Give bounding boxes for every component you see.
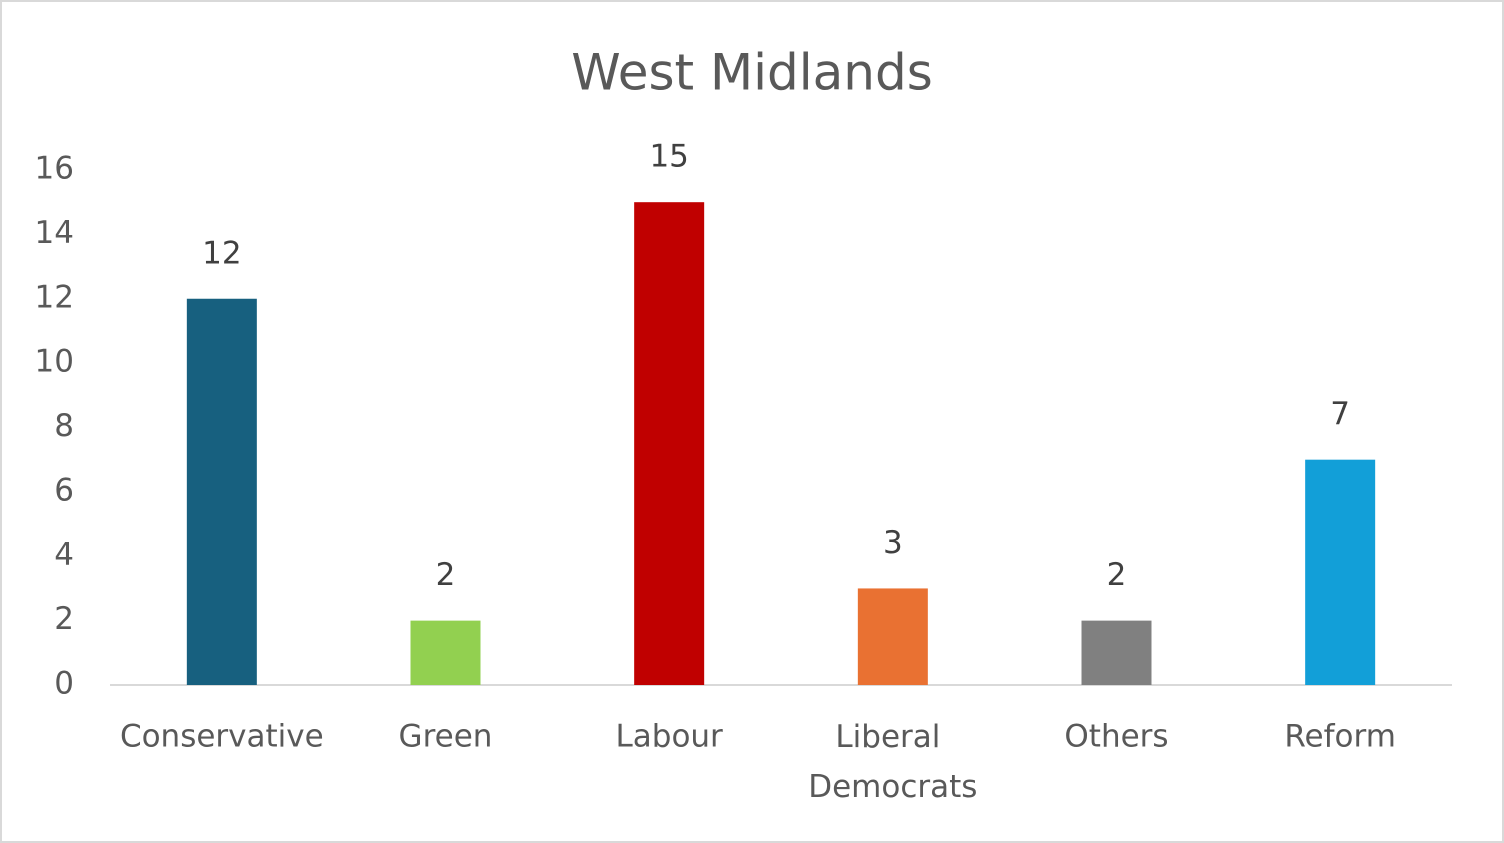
x-tick-label: Conservative [120,719,324,755]
y-tick-label: 10 [35,344,74,380]
x-tick-label: Liberal Democrats [808,719,977,805]
data-label: 15 [649,139,688,175]
data-label: 12 [202,235,241,271]
x-tick-label: Green [399,719,493,755]
bar [634,202,705,685]
data-label: 2 [1107,557,1127,593]
bar [410,620,481,685]
y-tick-label: 8 [54,408,74,444]
y-tick-label: 16 [35,151,74,187]
y-tick-label: 0 [54,666,74,702]
data-label: 3 [883,525,903,561]
y-tick-label: 4 [54,537,74,573]
bar [1081,620,1152,685]
chart-title: West Midlands [571,44,933,102]
x-tick-label: Reform [1284,719,1396,755]
x-tick-label: Labour [616,719,724,755]
y-tick-label: 6 [54,472,74,508]
data-label: 2 [436,557,456,593]
x-tick-label: Others [1064,719,1168,755]
y-tick-label: 12 [35,279,74,315]
y-tick-label: 2 [54,601,74,637]
bar [857,588,928,685]
bar [186,298,257,685]
y-tick-label: 14 [35,215,74,251]
bar [1305,459,1376,685]
data-label: 7 [1330,396,1350,432]
